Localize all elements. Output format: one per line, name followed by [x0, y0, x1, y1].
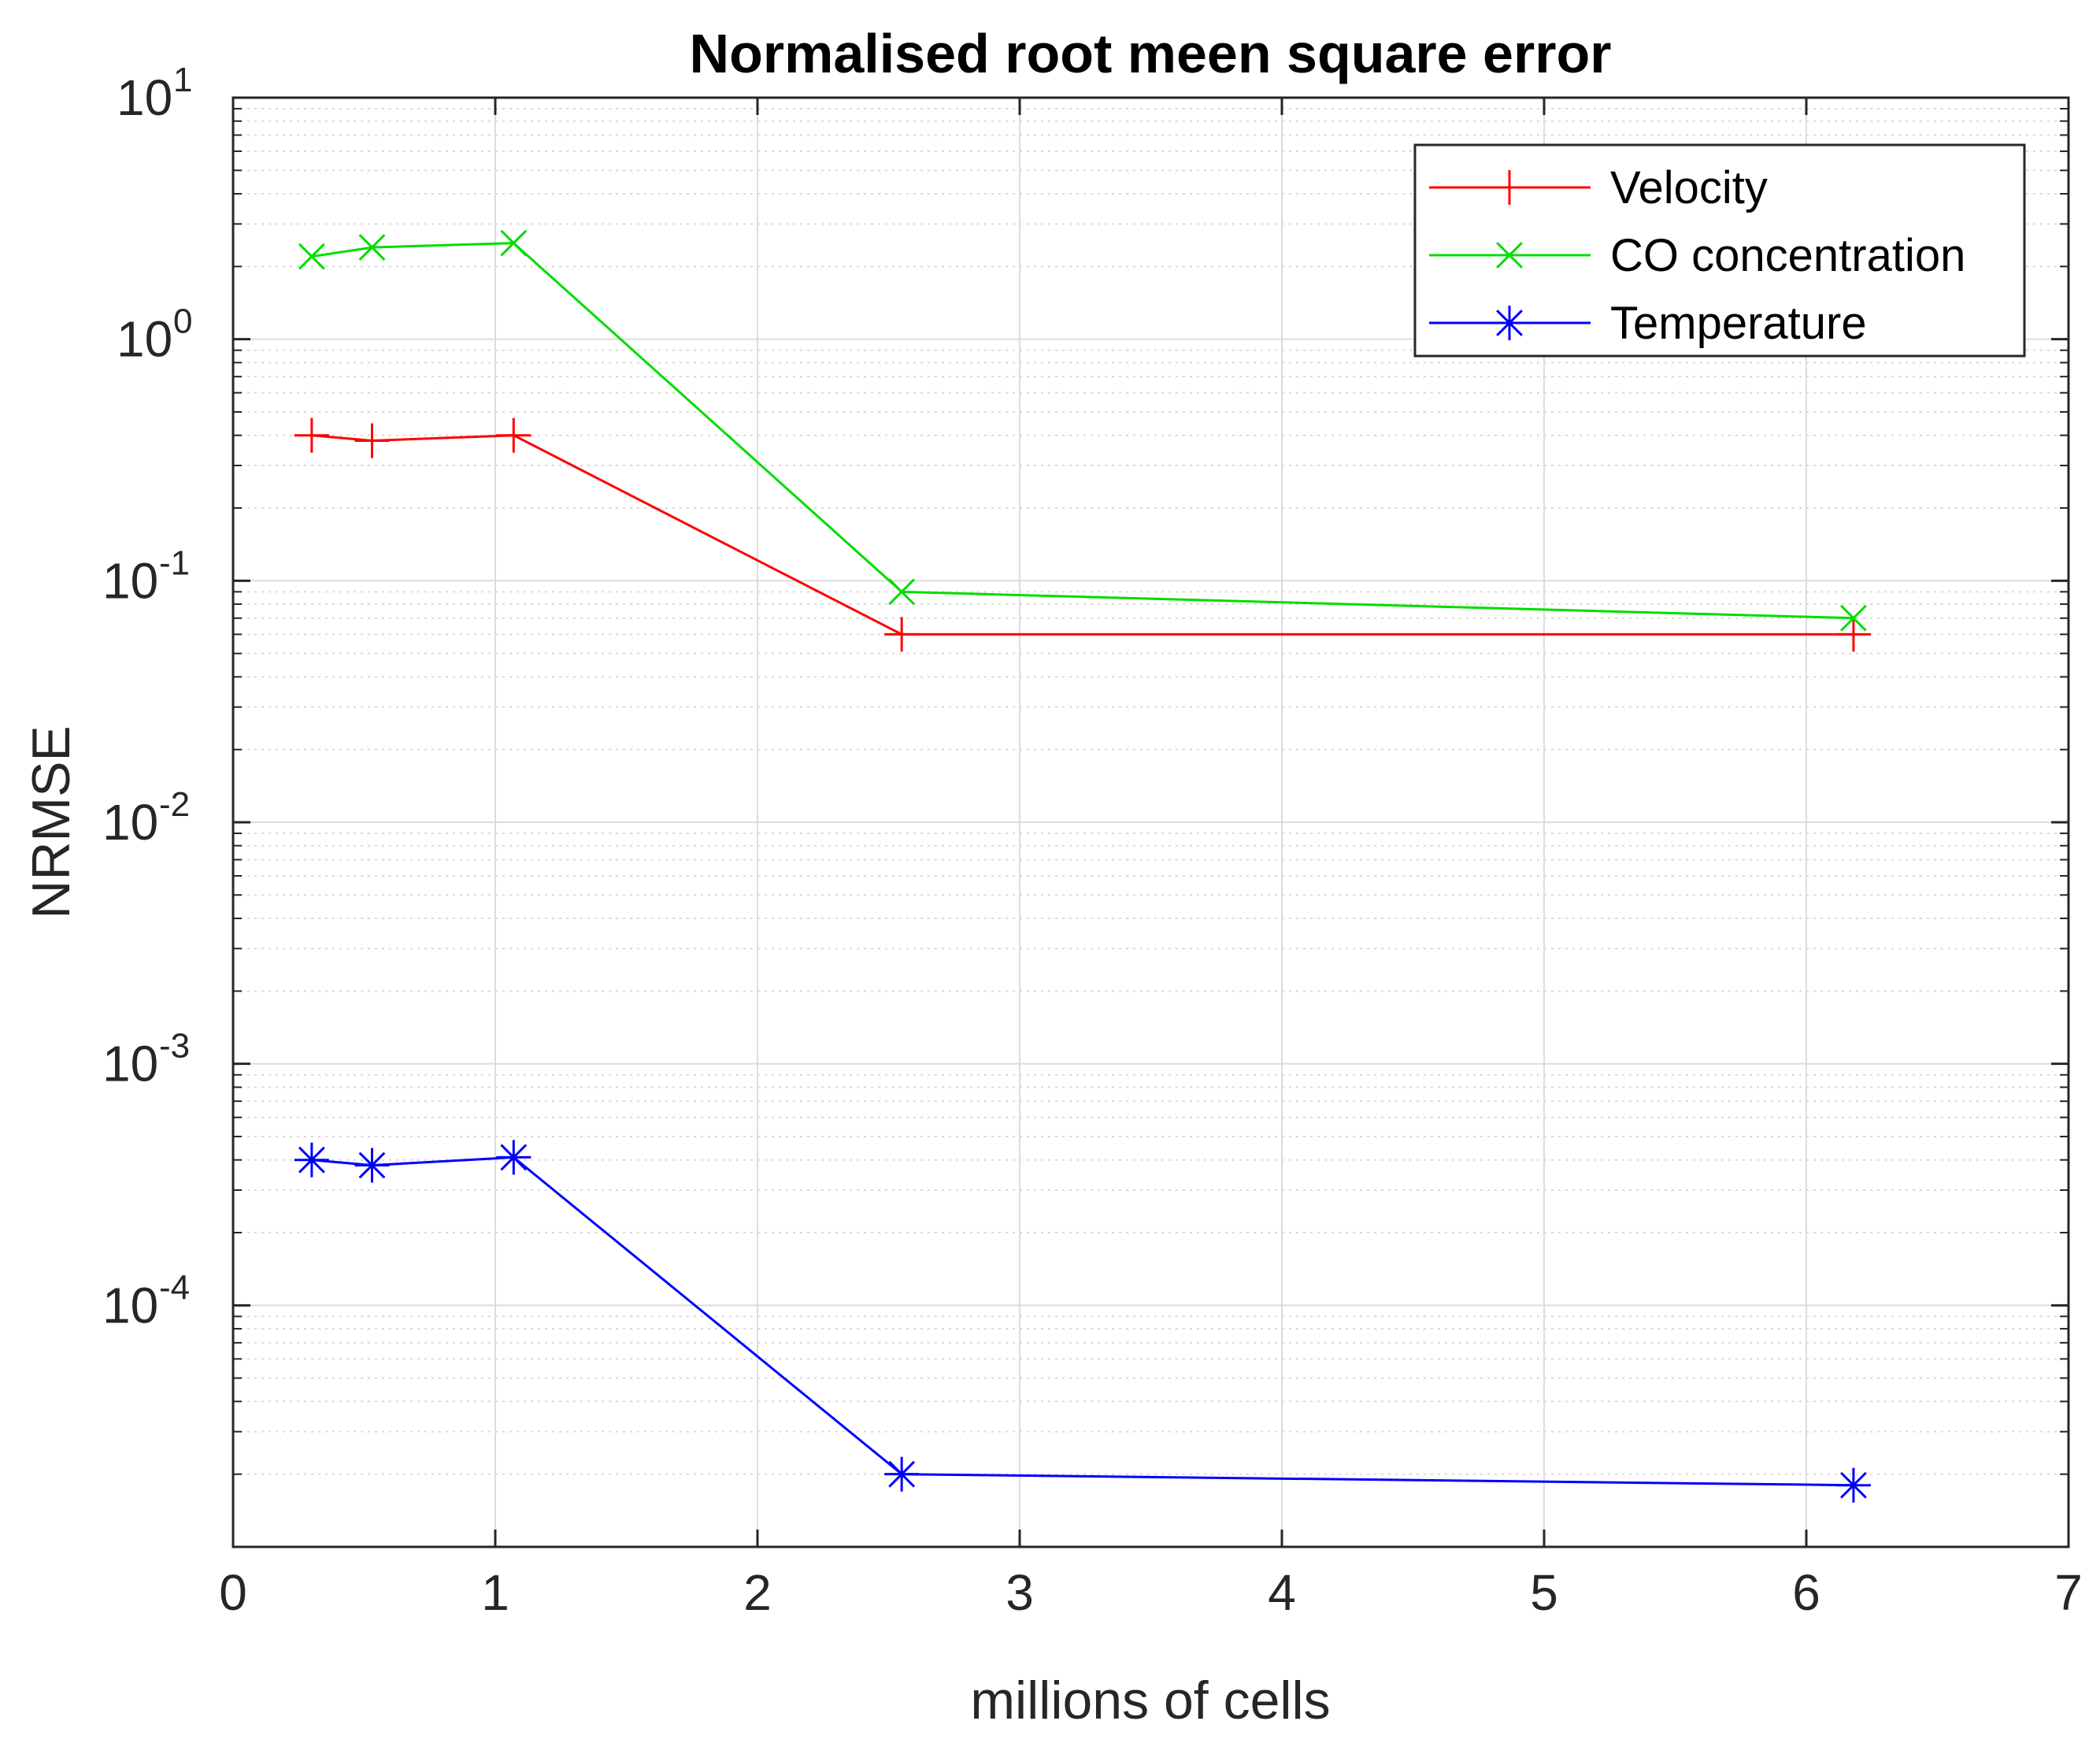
data-point — [496, 1140, 531, 1175]
y-tick-label-exponent: 0 — [173, 302, 192, 341]
data-point — [298, 243, 325, 270]
y-tick-label-exponent: -2 — [159, 785, 190, 824]
y-tick-label: 10 -3 — [102, 1027, 190, 1092]
data-point — [884, 617, 920, 652]
chart-title: Normalised root meen square error — [690, 23, 1612, 84]
tick-marks — [231, 96, 2070, 1547]
data-point — [500, 229, 528, 257]
y-axis-label: NRMSE — [21, 725, 81, 919]
y-tick-label-exponent: 1 — [173, 61, 192, 99]
marker-stroke — [888, 1460, 916, 1488]
x-tick-label: 5 — [1530, 1564, 1558, 1621]
legend-marker — [1496, 242, 1523, 269]
marker-stroke — [358, 234, 386, 261]
y-tick-label-base: 10 — [117, 69, 172, 126]
marker-stroke — [298, 1146, 325, 1174]
data-point — [358, 234, 386, 261]
x-tick-label: 3 — [1006, 1564, 1034, 1621]
x-axis-label: millions of cells — [970, 1671, 1330, 1730]
data-point — [354, 423, 390, 458]
data-point — [884, 1456, 920, 1492]
data-point — [294, 1142, 329, 1177]
y-tick-label: 10 0 — [117, 302, 192, 368]
legend-marker — [1492, 306, 1527, 340]
marker-stroke — [1840, 604, 1867, 632]
x-tick-label: 2 — [743, 1564, 772, 1621]
y-tick-label: 10 -1 — [102, 543, 190, 609]
marker-stroke — [1496, 242, 1523, 269]
marker-stroke — [358, 1151, 386, 1179]
y-tick-label-base: 10 — [102, 794, 158, 851]
y-tick-label-exponent: -1 — [159, 543, 190, 582]
data-point — [496, 417, 531, 453]
marker-stroke — [500, 1144, 528, 1171]
x-tick-labels: 0 1 2 3 4 5 6 7 — [219, 1564, 2083, 1621]
legend-entries: Velocity CO concentration Temperature — [1429, 162, 1965, 349]
y-tick-label-base: 10 — [117, 311, 172, 368]
y-tick-label: 10 1 — [117, 61, 192, 126]
x-tick-label: 0 — [219, 1564, 247, 1621]
y-tick-label: 10 -4 — [102, 1268, 190, 1333]
x-tick-label: 4 — [1268, 1564, 1296, 1621]
marker-stroke — [1840, 1471, 1867, 1499]
x-tick-label: 1 — [481, 1564, 509, 1621]
y-tick-label-base: 10 — [102, 1036, 158, 1092]
legend: Velocity CO concentration Temperature — [1413, 143, 2026, 358]
series-markers — [294, 229, 1871, 1503]
marker-stroke — [298, 243, 325, 270]
y-tick-label-base: 10 — [102, 552, 158, 609]
data-point — [1835, 617, 1871, 652]
x-tick-label: 6 — [1792, 1564, 1820, 1621]
legend-marker — [1492, 170, 1527, 205]
marker-stroke — [888, 578, 916, 606]
legend-label: Velocity — [1610, 162, 1768, 213]
y-tick-label: 10 -2 — [102, 785, 190, 851]
y-tick-label-exponent: -3 — [159, 1027, 190, 1066]
marker-stroke — [1496, 310, 1523, 336]
legend-label: Temperature — [1610, 298, 1867, 349]
data-point — [354, 1148, 390, 1183]
data-point — [294, 417, 329, 453]
x-tick-label: 7 — [2054, 1564, 2083, 1621]
y-tick-label-exponent: -4 — [159, 1268, 190, 1307]
data-point — [1840, 604, 1867, 632]
y-tick-label-base: 10 — [102, 1277, 158, 1333]
legend-box — [1413, 143, 2026, 358]
legend-label: CO concentration — [1610, 230, 1965, 281]
marker-stroke — [500, 229, 528, 257]
data-point — [1835, 1467, 1871, 1503]
data-point — [888, 578, 916, 606]
